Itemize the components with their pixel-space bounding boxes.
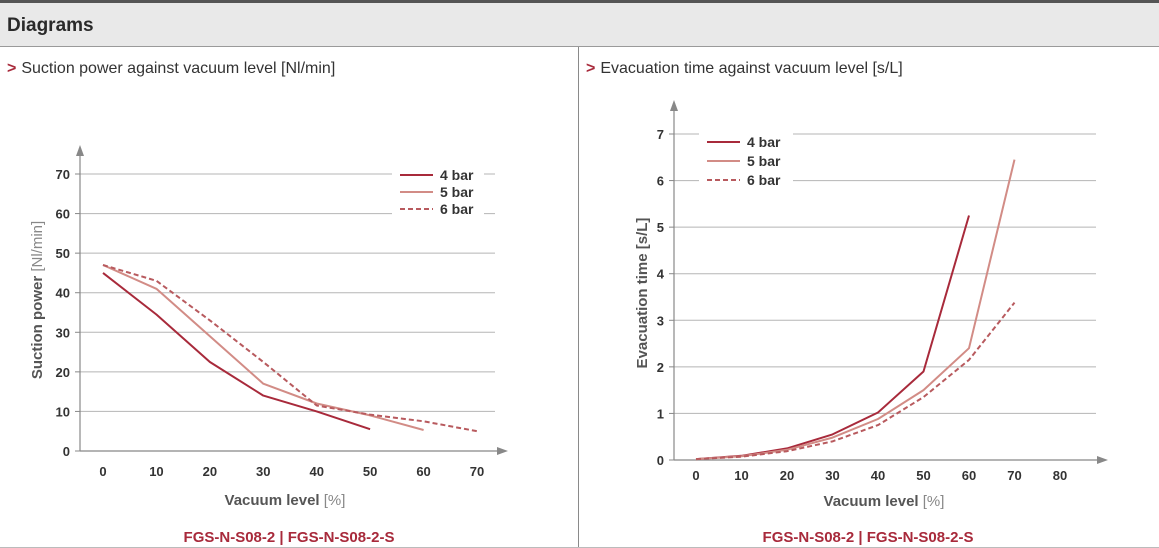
suction-y-tick-label: 40 bbox=[56, 286, 70, 301]
chevron-right-icon: > bbox=[586, 60, 596, 77]
evacuation-x-tick-label: 0 bbox=[692, 468, 699, 483]
suction-x-tick-label: 70 bbox=[470, 464, 484, 479]
evacuation-x-tick-label: 40 bbox=[871, 468, 885, 483]
evacuation-y-tick-label: 4 bbox=[657, 267, 665, 282]
suction-y-tick-label: 0 bbox=[63, 444, 70, 459]
evacuation-x-tick-label: 10 bbox=[734, 468, 748, 483]
evacuation-x-axis-title: Vacuum level [%] bbox=[824, 493, 945, 510]
evacuation-y-tick-label: 0 bbox=[657, 453, 664, 468]
panel-divider bbox=[578, 47, 579, 548]
suction-y-axis-title: Suction power [Nl/min] bbox=[29, 221, 46, 379]
suction-legend-label: 4 bar bbox=[440, 167, 474, 183]
evacuation-legend-label: 6 bar bbox=[747, 172, 781, 188]
evacuation-y-tick-label: 7 bbox=[657, 127, 664, 142]
suction-legend-label: 6 bar bbox=[440, 201, 474, 217]
suction-chart-caption: FGS-N-S08-2 | FGS-N-S08-2-S bbox=[183, 529, 395, 546]
evacuation-x-tick-label: 80 bbox=[1053, 468, 1067, 483]
suction-y-tick-label: 30 bbox=[56, 325, 70, 340]
evacuation-chart-heading: > Evacuation time against vacuum level [s… bbox=[586, 60, 903, 78]
evacuation-x-tick-label: 30 bbox=[825, 468, 839, 483]
evacuation-x-tick-label: 20 bbox=[780, 468, 794, 483]
suction-y-tick-label: 50 bbox=[56, 246, 70, 261]
evacuation-series-4bar-line bbox=[695, 215, 970, 461]
suction-x-tick-label: 20 bbox=[203, 464, 217, 479]
evacuation-x-tick-label: 50 bbox=[916, 468, 930, 483]
evacuation-y-tick-label: 1 bbox=[657, 406, 664, 421]
section-header: Diagrams bbox=[0, 3, 1159, 47]
section-title: Diagrams bbox=[7, 15, 94, 36]
suction-series-4bar-line bbox=[102, 272, 371, 431]
suction-x-tick-label: 40 bbox=[309, 464, 323, 479]
suction-y-tick-label: 20 bbox=[56, 365, 70, 380]
suction-x-tick-label: 60 bbox=[416, 464, 430, 479]
suction-chart-heading: > Suction power against vacuum level [Nl/… bbox=[7, 60, 335, 78]
evacuation-y-tick-label: 6 bbox=[657, 174, 664, 189]
evacuation-series-5bar-line bbox=[695, 159, 1016, 461]
suction-legend-box bbox=[392, 165, 484, 215]
evacuation-chart-title: Evacuation time against vacuum level [s/… bbox=[600, 60, 903, 77]
suction-x-tick-label: 30 bbox=[256, 464, 270, 479]
evacuation-y-tick-label: 5 bbox=[657, 220, 664, 235]
suction-y-tick-label: 70 bbox=[56, 167, 70, 182]
chevron-right-icon: > bbox=[7, 60, 17, 77]
suction-x-axis-arrow bbox=[497, 447, 508, 455]
suction-power-chart: 0 10 20 30 40 50 60 70 0 10 20 30 40 50 60 70 Vacuum lev… bbox=[29, 145, 508, 509]
suction-x-tick-label: 10 bbox=[149, 464, 163, 479]
evacuation-y-tick-label: 3 bbox=[657, 313, 664, 328]
evacuation-x-tick-label: 60 bbox=[962, 468, 976, 483]
suction-series-6bar-line bbox=[102, 264, 478, 433]
suction-y-axis-arrow bbox=[76, 145, 84, 156]
evacuation-y-axis-arrow bbox=[670, 100, 678, 111]
suction-legend-label: 5 bar bbox=[440, 184, 474, 200]
evacuation-series-6bar-line bbox=[695, 301, 1016, 461]
suction-x-tick-label: 0 bbox=[99, 464, 106, 479]
evacuation-y-axis-title: Evacuation time [s/L] bbox=[634, 218, 651, 369]
evacuation-x-tick-label: 70 bbox=[1007, 468, 1021, 483]
evacuation-legend-label: 5 bar bbox=[747, 153, 781, 169]
evacuation-x-axis-arrow bbox=[1097, 456, 1108, 464]
suction-y-tick-label: 60 bbox=[56, 207, 70, 222]
suction-chart-title: Suction power against vacuum level [Nl/m… bbox=[21, 60, 336, 77]
suction-y-tick-label: 10 bbox=[56, 404, 70, 419]
suction-x-tick-label: 50 bbox=[363, 464, 377, 479]
evacuation-legend-label: 4 bar bbox=[747, 134, 781, 150]
suction-x-axis-title: Vacuum level [%] bbox=[225, 492, 346, 509]
evacuation-chart-caption: FGS-N-S08-2 | FGS-N-S08-2-S bbox=[762, 529, 974, 546]
top-rule bbox=[0, 0, 1159, 3]
evacuation-y-tick-label: 2 bbox=[657, 360, 664, 375]
